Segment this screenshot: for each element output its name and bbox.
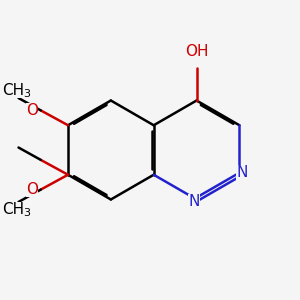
Text: CH: CH bbox=[2, 202, 25, 217]
Text: OH: OH bbox=[185, 44, 208, 59]
Text: O: O bbox=[26, 103, 38, 118]
Text: CH: CH bbox=[2, 83, 25, 98]
Text: 3: 3 bbox=[23, 89, 31, 99]
Text: 3: 3 bbox=[23, 208, 31, 218]
Text: O: O bbox=[26, 182, 38, 197]
Text: N: N bbox=[188, 194, 200, 209]
Text: N: N bbox=[236, 165, 248, 180]
